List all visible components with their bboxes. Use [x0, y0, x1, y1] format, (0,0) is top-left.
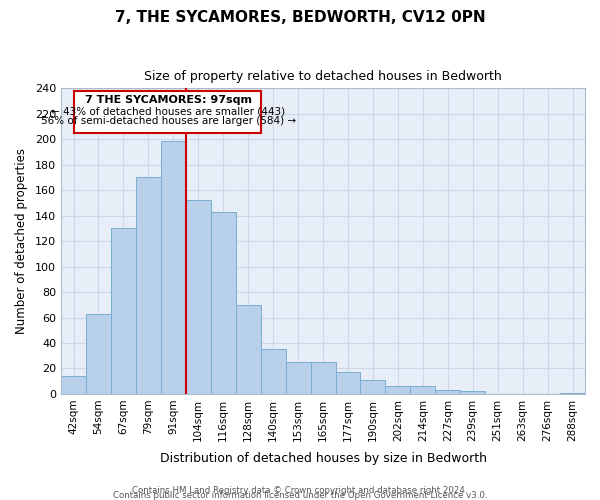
Bar	[361, 380, 385, 394]
Text: ← 43% of detached houses are smaller (443): ← 43% of detached houses are smaller (44…	[51, 106, 286, 116]
Bar	[311, 362, 335, 394]
Bar	[236, 305, 260, 394]
Bar	[111, 228, 136, 394]
Text: Contains HM Land Registry data © Crown copyright and database right 2024.: Contains HM Land Registry data © Crown c…	[132, 486, 468, 495]
Title: Size of property relative to detached houses in Bedworth: Size of property relative to detached ho…	[144, 70, 502, 83]
Bar	[136, 178, 161, 394]
Y-axis label: Number of detached properties: Number of detached properties	[15, 148, 28, 334]
Bar	[286, 362, 311, 394]
Text: 7 THE SYCAMORES: 97sqm: 7 THE SYCAMORES: 97sqm	[85, 94, 252, 104]
Bar	[460, 392, 485, 394]
X-axis label: Distribution of detached houses by size in Bedworth: Distribution of detached houses by size …	[160, 452, 487, 465]
Bar	[260, 350, 286, 394]
FancyBboxPatch shape	[74, 91, 261, 133]
Bar	[186, 200, 211, 394]
Bar	[436, 390, 460, 394]
Bar	[61, 376, 86, 394]
Text: 56% of semi-detached houses are larger (584) →: 56% of semi-detached houses are larger (…	[41, 116, 296, 126]
Bar	[335, 372, 361, 394]
Bar	[211, 212, 236, 394]
Bar	[560, 392, 585, 394]
Bar	[385, 386, 410, 394]
Bar	[410, 386, 436, 394]
Text: 7, THE SYCAMORES, BEDWORTH, CV12 0PN: 7, THE SYCAMORES, BEDWORTH, CV12 0PN	[115, 10, 485, 25]
Bar	[86, 314, 111, 394]
Bar	[161, 140, 186, 394]
Text: Contains public sector information licensed under the Open Government Licence v3: Contains public sector information licen…	[113, 491, 487, 500]
